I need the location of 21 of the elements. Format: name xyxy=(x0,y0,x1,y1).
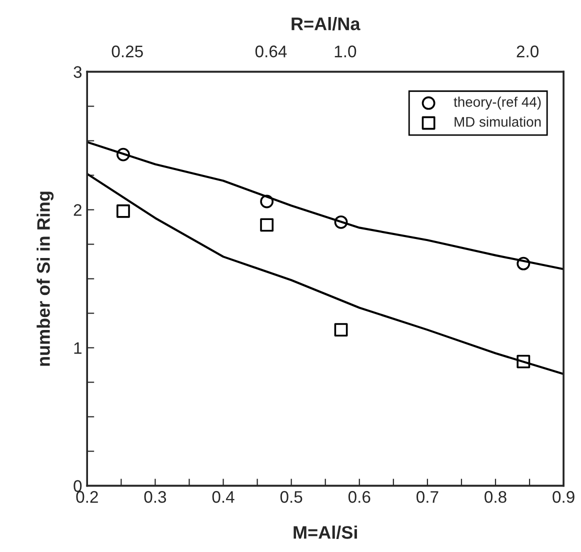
x-tick-label: 0.6 xyxy=(348,491,370,503)
x-tick-label: 0.3 xyxy=(144,491,166,503)
x-tick-label: 0.7 xyxy=(416,491,438,503)
x2-axis-title: R=Al/Na xyxy=(292,17,360,30)
x-tick-label: 0.2 xyxy=(76,491,98,503)
y-tick-label: 3 xyxy=(74,66,82,78)
x-tick-label: 0.4 xyxy=(212,491,234,503)
y-tick-label: 0 xyxy=(74,480,82,492)
legend-label: MD simulation xyxy=(454,116,541,127)
x-tick-label: 0.9 xyxy=(552,491,574,503)
text: 2.0 xyxy=(516,46,539,58)
y-tick-label: 1 xyxy=(74,342,82,354)
x-axis-title: M=Al/Si xyxy=(294,526,357,540)
text: 0.25 xyxy=(112,46,143,58)
text: 1.0 xyxy=(334,46,356,58)
x-tick-label: 0.5 xyxy=(280,491,302,503)
y-axis-title: number of Si in Ring xyxy=(36,192,54,366)
y-tick-label: 2 xyxy=(74,204,82,216)
x-tick-label: 0.8 xyxy=(484,491,506,503)
legend-label: theory-(ref 44) xyxy=(454,96,541,110)
text: 0.64 xyxy=(255,46,287,58)
